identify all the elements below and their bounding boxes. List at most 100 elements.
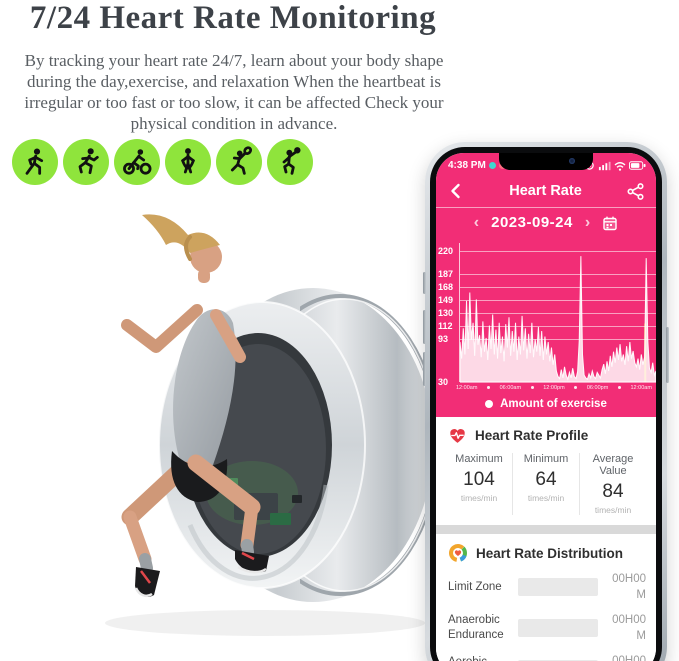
legend-dot-icon [485, 399, 494, 408]
heart-rate-distribution-card: Heart Rate Distribution Limit Zone 00H00… [436, 534, 656, 661]
runner-front-shoe [235, 550, 269, 574]
distribution-row-value: 00H00M [604, 653, 646, 661]
profile-stat: Average Value 84 times/min [579, 453, 646, 515]
heart-rate-chart: 220 187 168 149 130 112 93 30 [436, 239, 656, 387]
basketball-icon [267, 139, 313, 185]
gridline [460, 273, 656, 275]
distribution-row-bar [518, 578, 598, 597]
runner-ponytail [142, 214, 220, 253]
back-icon[interactable] [448, 182, 464, 200]
prev-date-icon[interactable]: ‹ [473, 213, 480, 231]
x-axis-dot [530, 386, 534, 389]
x-tick-label: 06:00am [499, 384, 522, 391]
distribution-row-bar [518, 619, 598, 638]
calendar-icon[interactable] [602, 215, 618, 231]
y-tick-label: 30 [438, 377, 449, 387]
distribution-row-label: Limit Zone [448, 580, 502, 593]
y-tick-label: 187 [438, 268, 454, 279]
profile-stat-label: Maximum [455, 453, 503, 465]
distribution-donut-icon [449, 544, 467, 562]
nav-bar: Heart Rate [436, 175, 656, 207]
activity-icon-row [12, 139, 313, 185]
y-tick-label: 220 [438, 246, 454, 257]
hr-chart-plot [459, 243, 656, 383]
x-axis-dot [487, 386, 491, 389]
x-tick-label: 12:00am [456, 384, 478, 391]
distribution-rows: Limit Zone 00H00M Anaerobic Endurance 00… [446, 569, 646, 661]
profile-stat-unit: times/min [460, 493, 498, 503]
volume-down-button [423, 352, 426, 386]
ring-shadow [105, 610, 425, 636]
y-tick-label: 130 [438, 308, 454, 319]
profile-stat: Minimum 64 times/min [512, 453, 579, 515]
x-tick-label: 06:00pm [586, 384, 609, 391]
status-time: 4:38 PM [448, 160, 486, 171]
section-divider [436, 525, 656, 534]
profile-stat: Maximum 104 times/min [446, 453, 512, 515]
hr-area-path [460, 256, 656, 382]
phone-bezel: 4:38 PM Heart Rate [430, 147, 662, 661]
heart-rate-profile-card: Heart Rate Profile Maximum 104 times/min… [436, 417, 656, 525]
gridline [460, 325, 656, 327]
gridline [460, 338, 656, 340]
next-date-icon[interactable]: › [584, 213, 591, 231]
page-description: By tracking your heart rate 24/7, learn … [24, 51, 444, 133]
badminton-icon [216, 139, 262, 185]
running-icon [63, 139, 109, 185]
front-camera [569, 158, 575, 164]
chart-x-axis: 12:00am 06:00am 12:00pm 06:00pm 12:00am [436, 382, 656, 393]
y-tick-label: 93 [438, 333, 449, 344]
y-tick-label: 112 [438, 320, 453, 331]
gridline [460, 287, 656, 289]
gridline [460, 251, 656, 253]
profile-stat-value: 104 [463, 469, 495, 490]
chart-legend: Amount of exercise [436, 393, 656, 417]
page-title: 7/24 Heart Rate Monitoring [29, 0, 437, 36]
profile-title: Heart Rate Profile [475, 428, 589, 443]
signal-icon [598, 161, 611, 170]
profile-columns: Maximum 104 times/min Minimum 64 times/m… [446, 451, 646, 519]
x-axis-dot [574, 386, 578, 389]
profile-stat-label: Average Value [592, 453, 634, 477]
phone-screen: 4:38 PM Heart Rate [436, 153, 656, 661]
profile-stat-label: Minimum [523, 453, 569, 465]
distribution-row-value: 00H00M [612, 614, 646, 643]
runner-shorts [171, 451, 228, 502]
gridline [460, 300, 656, 302]
x-tick-label: 12:00pm [543, 384, 565, 391]
gridline [460, 382, 656, 383]
date-value: 2023-09-24 [491, 214, 573, 231]
phone-mockup: 4:38 PM Heart Rate [423, 142, 669, 661]
y-tick-label: 149 [438, 295, 454, 306]
profile-stat-unit: times/min [527, 493, 565, 503]
share-icon[interactable] [627, 182, 644, 200]
distribution-row-label: Aerobic Endurance [448, 655, 512, 661]
runner-ring-photo [105, 214, 440, 636]
gridline [460, 313, 656, 315]
runner-woman [121, 214, 269, 597]
nav-divider [436, 207, 656, 208]
power-button [666, 327, 669, 383]
nav-title: Heart Rate [509, 183, 582, 199]
distribution-title: Heart Rate Distribution [476, 545, 624, 561]
app-header-area: 4:38 PM Heart Rate [436, 153, 656, 417]
runner-back-shoe [134, 567, 160, 597]
battery-icon [629, 161, 646, 170]
notification-dot-teal-icon [488, 162, 496, 169]
volume-up-button [423, 310, 426, 344]
heart-pulse-icon [450, 429, 465, 443]
wifi-icon [614, 161, 626, 171]
date-selector: ‹ 2023-09-24 › [436, 208, 656, 237]
hr-area-series [460, 243, 656, 382]
legend-label: Amount of exercise [500, 397, 607, 410]
runner-shirt [173, 309, 236, 465]
profile-stat-unit: times/min [594, 505, 632, 515]
profile-stat-value: 84 [602, 481, 624, 502]
walking-icon [12, 139, 58, 185]
profile-stat-value: 64 [535, 469, 557, 490]
jump-rope-icon [165, 139, 211, 185]
cycling-icon [114, 139, 160, 185]
distribution-row-label: Anaerobic Endurance [448, 614, 504, 642]
x-axis-dot [617, 386, 621, 389]
